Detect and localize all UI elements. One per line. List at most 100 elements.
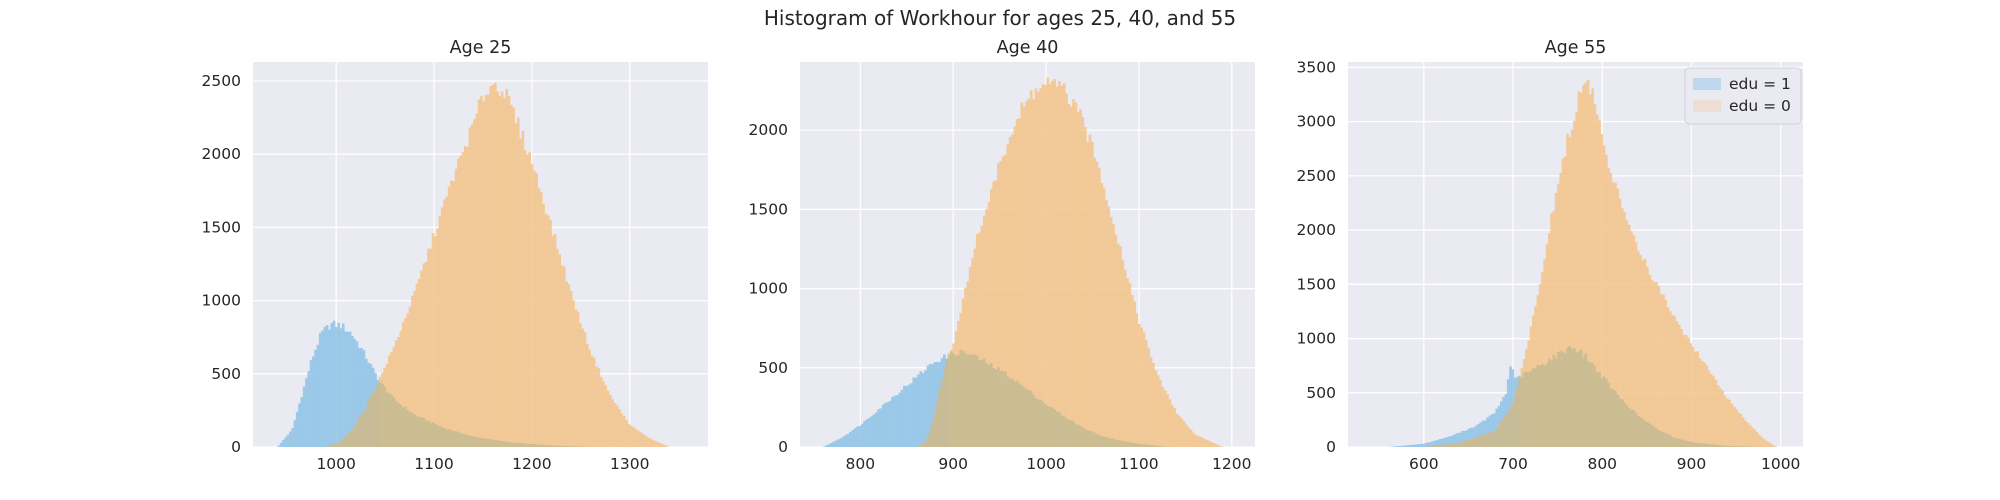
overlap-bar bbox=[1621, 399, 1624, 447]
edu0-bar bbox=[1142, 332, 1146, 447]
edu0-bar bbox=[468, 127, 472, 447]
edu0-bar bbox=[410, 295, 414, 447]
edu0-bar bbox=[1144, 340, 1148, 447]
edu0-bar bbox=[1043, 84, 1047, 447]
edu0-bar bbox=[528, 152, 532, 447]
edu0-bar bbox=[1032, 99, 1035, 447]
legend-label-edu0: edu = 0 bbox=[1729, 97, 1791, 115]
edu0-bar bbox=[652, 440, 656, 447]
overlap-bar bbox=[549, 445, 552, 447]
overlap-bar bbox=[1043, 404, 1047, 447]
overlap-bar bbox=[982, 358, 986, 447]
overlap-bar bbox=[482, 438, 486, 447]
edu1-bar bbox=[346, 331, 350, 447]
edu0-bar bbox=[1545, 244, 1549, 447]
overlap-bar bbox=[1506, 410, 1510, 447]
edu1-bar bbox=[886, 402, 890, 447]
edu0-bar bbox=[475, 113, 479, 447]
edu0-bar bbox=[1657, 286, 1661, 447]
overlap-bar bbox=[1618, 398, 1622, 447]
edu1-bar bbox=[351, 336, 354, 447]
edu0-bar bbox=[1586, 79, 1590, 448]
edu0-bar bbox=[1006, 144, 1010, 447]
edu0-bar bbox=[1217, 445, 1221, 447]
edu0-bar bbox=[1739, 414, 1743, 447]
edu0-bar bbox=[1561, 158, 1565, 448]
edu1-bar bbox=[914, 377, 918, 447]
edu0-bar bbox=[1025, 100, 1028, 448]
edu1-bar bbox=[1401, 445, 1405, 447]
edu0-bar bbox=[625, 419, 628, 447]
overlap-bar bbox=[551, 445, 555, 447]
edu0-bar bbox=[1730, 403, 1734, 447]
overlap-bar bbox=[1468, 439, 1471, 447]
edu1-bar bbox=[910, 383, 913, 447]
edu1-bar bbox=[1445, 437, 1448, 447]
overlap-bar bbox=[1452, 443, 1455, 447]
overlap-bar bbox=[344, 436, 347, 447]
edu1-bar bbox=[931, 364, 934, 447]
overlap-bars bbox=[325, 382, 591, 447]
edu0-bar bbox=[1004, 154, 1007, 447]
overlap-bar bbox=[989, 362, 993, 447]
edu0-bar bbox=[657, 442, 661, 447]
overlap-bar bbox=[1643, 420, 1647, 447]
overlap-bar bbox=[1429, 446, 1432, 447]
edu0-bar bbox=[461, 152, 465, 447]
edu0-bar bbox=[1773, 446, 1777, 447]
panel-age-40: 800 900 1000 1100 1200 0 500 1000 1500 2000 Age 40 bbox=[749, 38, 1255, 473]
edu0-bar bbox=[581, 328, 585, 447]
overlap-bar bbox=[1639, 416, 1642, 447]
edu0-bar bbox=[415, 283, 419, 447]
edu0-bar bbox=[1051, 80, 1054, 447]
overlap-bar bbox=[1714, 444, 1718, 447]
overlap-bar bbox=[978, 360, 981, 447]
edu1-bar bbox=[1461, 430, 1464, 447]
overlap-bar bbox=[385, 392, 389, 447]
overlap-bar bbox=[1648, 423, 1652, 447]
overlap-bar bbox=[367, 400, 370, 447]
overlap-bar bbox=[519, 443, 522, 447]
y-tick-label: 1500 bbox=[202, 218, 241, 236]
overlap-bar bbox=[381, 383, 384, 447]
y-tick-label: 2000 bbox=[1297, 221, 1336, 239]
overlap-bar bbox=[1591, 363, 1594, 447]
overlap-bar bbox=[1705, 443, 1709, 447]
edu0-bar bbox=[1196, 435, 1200, 447]
edu0-bar bbox=[1666, 307, 1670, 447]
overlap-bar bbox=[1680, 439, 1683, 447]
edu0-bar bbox=[417, 278, 421, 447]
x-tick-label: 900 bbox=[938, 455, 968, 473]
edu0-bar bbox=[1550, 213, 1553, 447]
overlap-bar bbox=[468, 435, 472, 447]
edu0-bar bbox=[604, 385, 608, 447]
overlap-bar bbox=[1142, 444, 1146, 447]
edu0-bar bbox=[1678, 324, 1681, 447]
overlap-bar bbox=[1472, 437, 1476, 447]
overlap-bar bbox=[404, 406, 407, 447]
edu0-bar bbox=[1671, 314, 1674, 447]
edu0-bar bbox=[1046, 77, 1050, 447]
edu0-bar bbox=[1072, 99, 1075, 448]
edu1-bar bbox=[1449, 436, 1453, 447]
edu0-bar bbox=[1623, 212, 1626, 447]
edu0-bar bbox=[666, 446, 670, 447]
edu1-bar bbox=[1463, 431, 1467, 447]
overlap-bar bbox=[1065, 418, 1068, 447]
edu0-bar bbox=[1764, 440, 1768, 447]
edu0-bar bbox=[1723, 395, 1727, 447]
edu0-bar bbox=[404, 317, 407, 447]
edu1-bar bbox=[284, 437, 288, 447]
edu0-bar bbox=[1668, 311, 1672, 447]
edu0-bar bbox=[1696, 351, 1699, 447]
edu1-bar bbox=[900, 389, 904, 447]
overlap-bar bbox=[1707, 444, 1711, 447]
edu0-bar bbox=[1611, 182, 1615, 447]
overlap-bar bbox=[1046, 405, 1050, 447]
overlap-bar bbox=[415, 415, 419, 447]
edu0-bar bbox=[1712, 376, 1715, 447]
overlap-bar bbox=[1060, 415, 1064, 447]
overlap-bar bbox=[1445, 444, 1448, 447]
x-tick-label: 1000 bbox=[1761, 455, 1800, 473]
edu0-bar bbox=[436, 228, 439, 447]
